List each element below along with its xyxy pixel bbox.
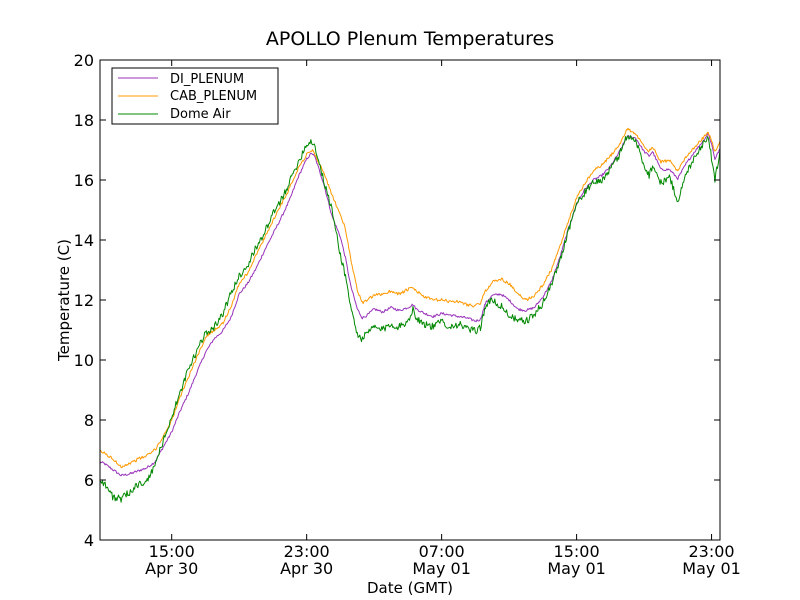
y-tick-label: 14 [74,231,94,250]
legend: DI_PLENUM CAB_PLENUM Dome Air [111,67,279,125]
series-line-cab-plenum [100,127,720,469]
x-tick-label-date: May 01 [412,559,471,578]
x-tick-label-date: Apr 30 [145,559,198,578]
x-tick-label-time: 15:00 [554,542,600,561]
series-line-dome-air [100,135,720,503]
x-tick-label-date: Apr 30 [280,559,333,578]
y-tick-label: 6 [84,471,94,490]
x-tick-label-time: 07:00 [419,542,465,561]
y-tick-label: 8 [84,411,94,430]
x-axis-title: Date (GMT) [367,579,453,597]
y-tick-label: 16 [74,171,94,190]
y-tick-label: 18 [74,111,94,130]
y-tick-label: 10 [74,351,94,370]
x-tick-label-time: 15:00 [149,542,195,561]
x-tick-label-time: 23:00 [689,542,735,561]
y-axis-title: Temperature (C) [55,239,73,362]
legend-label-dome-air: Dome Air [170,107,231,122]
series-line-di-plenum [100,132,720,477]
x-tick-label-time: 23:00 [284,542,330,561]
legend-label-di-plenum: DI_PLENUM [170,72,244,87]
legend-label-cab-plenum: CAB_PLENUM [170,89,257,104]
chart-title: APOLLO Plenum Temperatures [266,28,554,50]
series-layer [100,127,720,503]
y-tick-label: 20 [74,51,94,70]
y-tick-label: 12 [74,291,94,310]
x-tick-label-date: May 01 [682,559,741,578]
y-tick-label: 4 [84,531,94,550]
x-tick-label-date: May 01 [547,559,606,578]
